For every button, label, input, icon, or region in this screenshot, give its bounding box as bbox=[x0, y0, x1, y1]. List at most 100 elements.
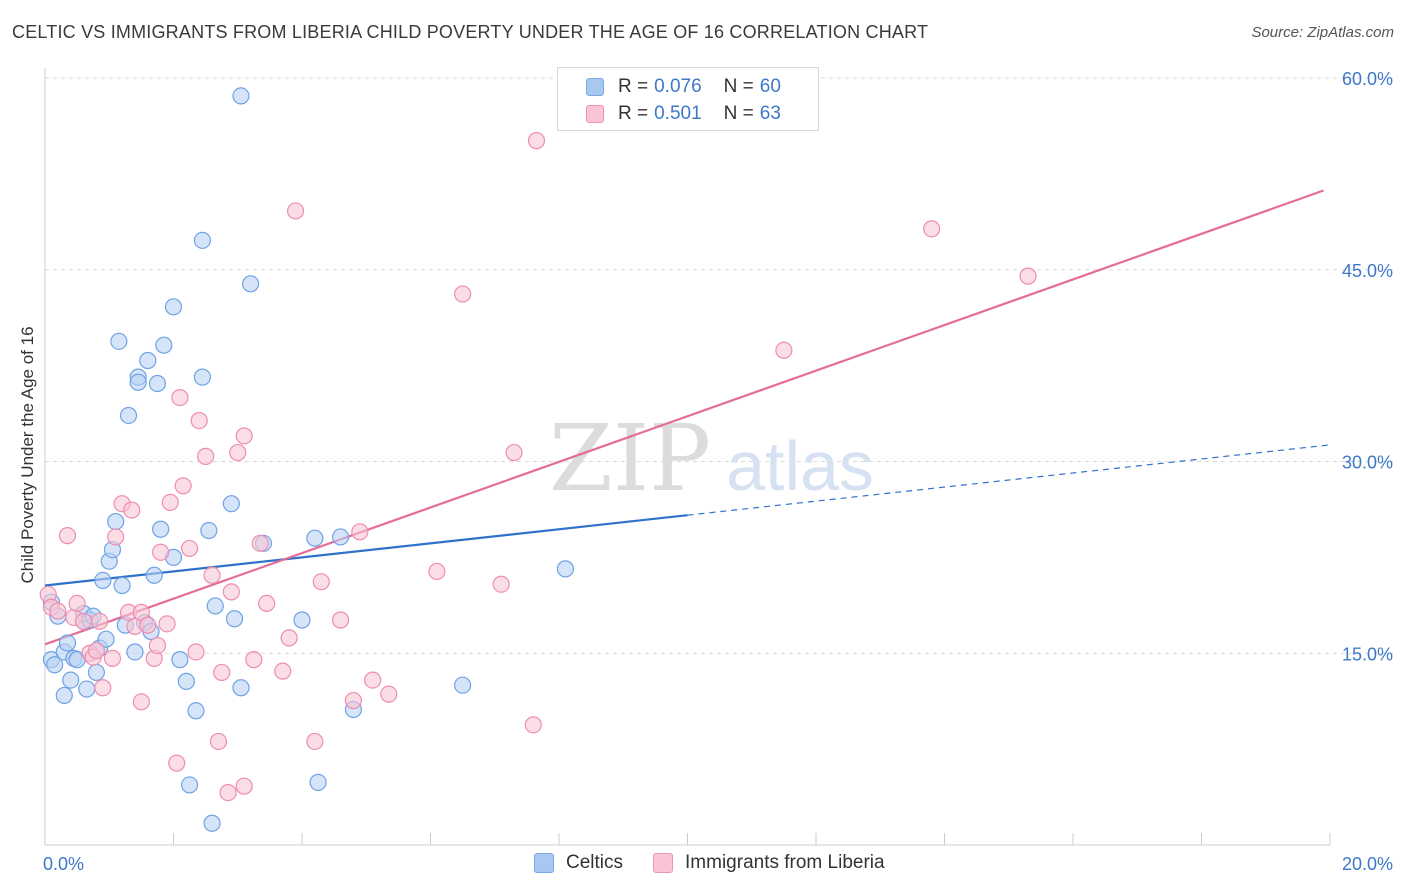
celtics-point bbox=[171, 651, 189, 669]
liberia-point bbox=[222, 583, 240, 601]
source-label: Source: ZipAtlas.com bbox=[1251, 24, 1394, 41]
liberia-point bbox=[49, 602, 67, 620]
series-legend: Celtics Immigrants from Liberia bbox=[534, 852, 915, 874]
celtics-point bbox=[454, 676, 472, 694]
celtics-point bbox=[180, 776, 199, 794]
legend-r-value: 0.076 bbox=[654, 76, 702, 97]
liberia-point bbox=[274, 662, 292, 680]
liberia-point bbox=[171, 388, 189, 407]
legend-r-label: R = bbox=[618, 103, 649, 124]
celtics-point bbox=[232, 679, 250, 697]
celtics-point bbox=[110, 332, 128, 350]
legend-label-celtics: Celtics bbox=[566, 852, 624, 873]
legend-item-liberia[interactable]: Immigrants from Liberia bbox=[653, 852, 885, 874]
stats-legend: R = 0.076 N = 60 R = 0.501 N = 63 bbox=[557, 67, 819, 131]
liberia-point bbox=[492, 575, 510, 593]
liberia-point bbox=[1019, 267, 1037, 285]
liberia-point bbox=[351, 523, 369, 541]
celtics-point bbox=[139, 351, 157, 370]
celtics-point bbox=[87, 663, 106, 682]
liberia-point bbox=[74, 612, 93, 630]
legend-n-value: 63 bbox=[759, 103, 781, 124]
liberia-point bbox=[364, 671, 382, 689]
legend-swatch-liberia bbox=[586, 105, 604, 123]
liberia-trend-line bbox=[44, 189, 1324, 646]
liberia-point bbox=[190, 411, 208, 430]
legend-item-celtics[interactable]: Celtics bbox=[534, 852, 623, 874]
legend-row-liberia: R = 0.501 N = 63 bbox=[586, 102, 781, 126]
liberia-point bbox=[251, 534, 269, 552]
y-tick-label: 30.0% bbox=[1342, 453, 1393, 473]
liberia-point bbox=[103, 649, 122, 667]
celtics-point bbox=[148, 374, 167, 393]
liberia-point bbox=[91, 612, 109, 630]
liberia-point bbox=[107, 528, 125, 546]
liberia-point bbox=[245, 651, 263, 669]
celtics-point bbox=[203, 814, 221, 832]
liberia-point bbox=[209, 732, 228, 751]
watermark-zip: ZIP bbox=[549, 405, 711, 512]
data-points bbox=[39, 87, 1037, 832]
liberia-point bbox=[775, 341, 793, 359]
celtics-point bbox=[193, 231, 212, 249]
celtics-point bbox=[306, 529, 324, 547]
axes bbox=[44, 68, 1331, 846]
x-tick-label: 20.0% bbox=[1342, 854, 1393, 874]
celtics-point bbox=[225, 610, 244, 628]
liberia-point bbox=[87, 642, 106, 660]
x-tick-label: 0.0% bbox=[43, 854, 84, 874]
celtics-trend-extension bbox=[687, 444, 1331, 516]
liberia-point bbox=[180, 539, 199, 558]
legend-swatch-celtics bbox=[586, 78, 604, 96]
celtics-point bbox=[187, 702, 205, 720]
liberia-point bbox=[331, 611, 350, 629]
celtics-point bbox=[113, 576, 131, 595]
legend-n-label: N = bbox=[723, 103, 754, 124]
liberia-point bbox=[187, 643, 205, 661]
y-tick-label: 60.0% bbox=[1342, 69, 1393, 89]
chart-title: CELTIC VS IMMIGRANTS FROM LIBERIA CHILD … bbox=[12, 22, 929, 42]
celtics-point bbox=[222, 495, 240, 513]
celtics-point bbox=[164, 298, 183, 316]
legend-n-label: N = bbox=[723, 76, 754, 97]
liberia-point bbox=[312, 573, 330, 591]
legend-swatch-celtics bbox=[534, 853, 554, 873]
liberia-point bbox=[132, 693, 150, 711]
celtics-point bbox=[155, 336, 173, 354]
celtics-trend-line bbox=[44, 514, 688, 587]
liberia-point bbox=[58, 527, 77, 545]
celtics-point bbox=[46, 656, 64, 674]
celtics-point bbox=[62, 671, 80, 689]
celtics-point bbox=[55, 686, 73, 705]
legend-label-liberia: Immigrants from Liberia bbox=[685, 852, 885, 873]
liberia-point bbox=[235, 427, 253, 445]
celtics-point bbox=[94, 571, 112, 589]
celtics-point bbox=[242, 275, 260, 293]
celtics-point bbox=[58, 634, 77, 652]
liberia-point bbox=[229, 443, 247, 462]
watermark-atlas: atlas bbox=[726, 427, 874, 505]
celtics-point bbox=[293, 611, 311, 629]
celtics-point bbox=[97, 630, 115, 648]
celtics-point bbox=[129, 373, 147, 391]
legend-n-value: 60 bbox=[759, 76, 781, 97]
celtics-point bbox=[232, 87, 250, 105]
liberia-point bbox=[152, 543, 170, 561]
celtics-point bbox=[78, 680, 96, 698]
liberia-point bbox=[161, 493, 179, 512]
liberia-point bbox=[123, 501, 141, 519]
celtics-point bbox=[145, 566, 163, 584]
legend-r-value: 0.501 bbox=[654, 103, 702, 124]
liberia-point bbox=[524, 716, 542, 734]
liberia-point bbox=[148, 636, 167, 655]
legend-row-celtics: R = 0.076 N = 60 bbox=[586, 75, 781, 99]
liberia-point bbox=[923, 220, 941, 238]
liberia-point bbox=[174, 477, 192, 495]
celtics-point bbox=[119, 406, 138, 425]
liberia-point bbox=[505, 443, 523, 462]
liberia-point bbox=[344, 691, 362, 710]
celtics-point bbox=[107, 512, 125, 531]
celtics-point bbox=[152, 520, 170, 538]
liberia-point bbox=[380, 685, 398, 703]
liberia-point bbox=[197, 447, 215, 465]
